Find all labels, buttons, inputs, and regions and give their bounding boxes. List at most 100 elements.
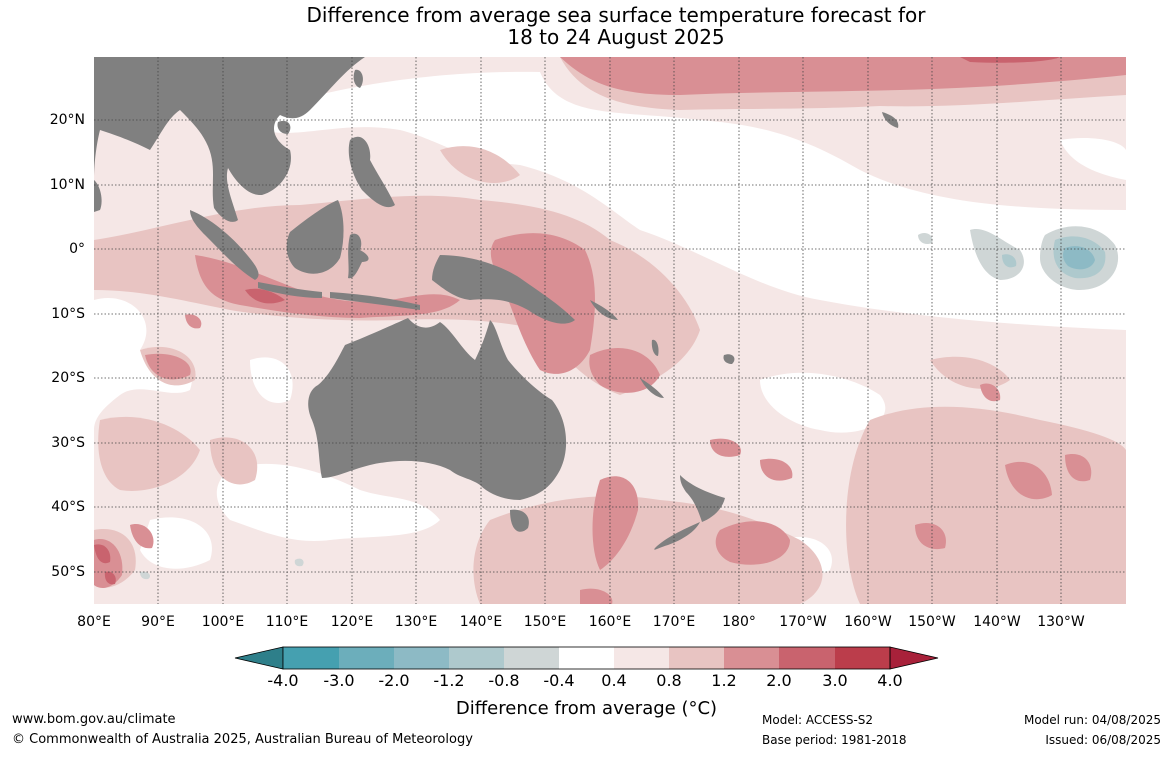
colorbar-tick-label: 2.0 [766,671,792,690]
lat-label: 50°S [51,564,85,580]
lon-label: 150°W [908,614,956,630]
lon-label: 110°E [265,614,309,630]
colorbar-bin [614,647,669,669]
anomaly-region [960,57,1060,63]
land-new-guinea [432,255,575,324]
land-new-caledonia [640,378,664,398]
lon-label: 120°E [330,614,374,630]
lon-label: 160°E [588,614,632,630]
lat-label: 0° [69,241,85,257]
anomaly-region [918,232,933,245]
colorbar-bin [559,647,614,669]
anomaly-region [440,146,520,183]
warm-anomaly-2.0-3.0 [94,57,1060,585]
colorbar-tick-label: -0.4 [543,671,575,690]
colorbar-bin [835,647,890,669]
title-line-2: 18 to 24 August 2025 [507,25,725,49]
land-new-zealand-south [654,522,700,550]
colorbar-tick-label: -1.2 [433,671,465,690]
source-url: www.bom.gov.au/climate [12,712,176,727]
neutral-region [250,357,293,404]
anomaly-region [560,57,1126,95]
colorbar-tick-label: -4.0 [267,671,299,690]
lon-label: 180° [722,614,756,630]
colorbar-bin [779,647,835,669]
model-run-date: Model run: 04/08/2025 [1023,713,1161,727]
colorbar-tick-label: 3.0 [822,671,848,690]
land-hawaii [882,112,899,128]
cool-anomalies [140,226,1119,580]
anomaly-region [580,588,613,604]
lon-label: 170°E [652,614,696,630]
lon-label: 170°W [779,614,827,630]
land-asia-mainland [94,57,365,222]
lat-label: 20°S [51,370,85,386]
colorbar-bin [394,647,449,669]
lat-label: 20°N [49,112,85,128]
land-australia [308,318,567,500]
colorbar-extend-low [234,646,284,670]
neutral-region [1060,138,1126,180]
land-masses [94,57,899,550]
anomaly-region [185,314,202,329]
colorbar-tick-label: 0.4 [601,671,627,690]
anomaly-region [210,437,258,485]
land-fiji [723,354,735,364]
lon-label: 130°W [1037,614,1085,630]
lon-label: 140°E [459,614,503,630]
colorbar-tick-label: -0.8 [488,671,520,690]
neutral-region [94,298,192,430]
lon-label: 100°E [201,614,245,630]
sst-anomaly-map [94,57,1126,670]
lat-label: 30°S [51,435,85,451]
land-taiwan [353,69,363,88]
base-period: Base period: 1981-2018 [762,733,907,747]
lon-label: 160°W [844,614,892,630]
colorbar [234,646,939,670]
neutral-region [216,463,440,541]
colorbar-tick-label: 0.8 [656,671,682,690]
anomaly-region [760,458,793,481]
colorbar-outline [282,646,891,670]
lat-label: 10°S [51,306,85,322]
anomaly-region [140,571,151,580]
lon-label: 130°E [394,614,438,630]
anomaly-region [98,416,200,491]
land-borneo [286,200,344,274]
neutral-region [260,71,1126,330]
colorbar-tick-label: 1.2 [711,671,737,690]
title-line-1: Difference from average sea surface temp… [306,3,926,27]
neutral-regions [94,60,1126,577]
colorbar-tick-label: -2.0 [378,671,410,690]
anomaly-region [1063,246,1095,270]
lat-label: 10°N [49,177,85,193]
colorbar-bin [283,647,339,669]
colorbar-tick-label: 4.0 [877,671,903,690]
anomaly-region [846,406,1126,604]
anomaly-contours [94,57,1126,604]
anomaly-region [930,356,1010,389]
colorbar-tick-label: -3.0 [323,671,355,690]
land-sumatra [190,210,259,280]
land-solomon-islands [590,300,618,320]
model-name: Model: ACCESS-S2 [762,713,874,727]
land-lesser-sunda [330,292,420,310]
issued-date: Issued: 06/08/2025 [1045,733,1161,747]
neutral-region [760,372,886,433]
lon-label: 150°E [523,614,567,630]
anomaly-region [915,522,946,550]
anomaly-region [145,353,191,380]
anomaly-region [715,521,790,565]
land-vanuatu [651,339,659,356]
anomaly-region [130,524,154,549]
anomaly-region [592,476,639,570]
land-java [258,282,322,298]
colorbar-bin [504,647,559,669]
anomaly-region [94,544,111,564]
land-india-tip [94,180,102,212]
lon-label: 140°W [973,614,1021,630]
anomaly-region [104,571,116,585]
colorbar-bin [669,647,724,669]
colorbar-bin [449,647,504,669]
anomaly-region [294,558,304,567]
